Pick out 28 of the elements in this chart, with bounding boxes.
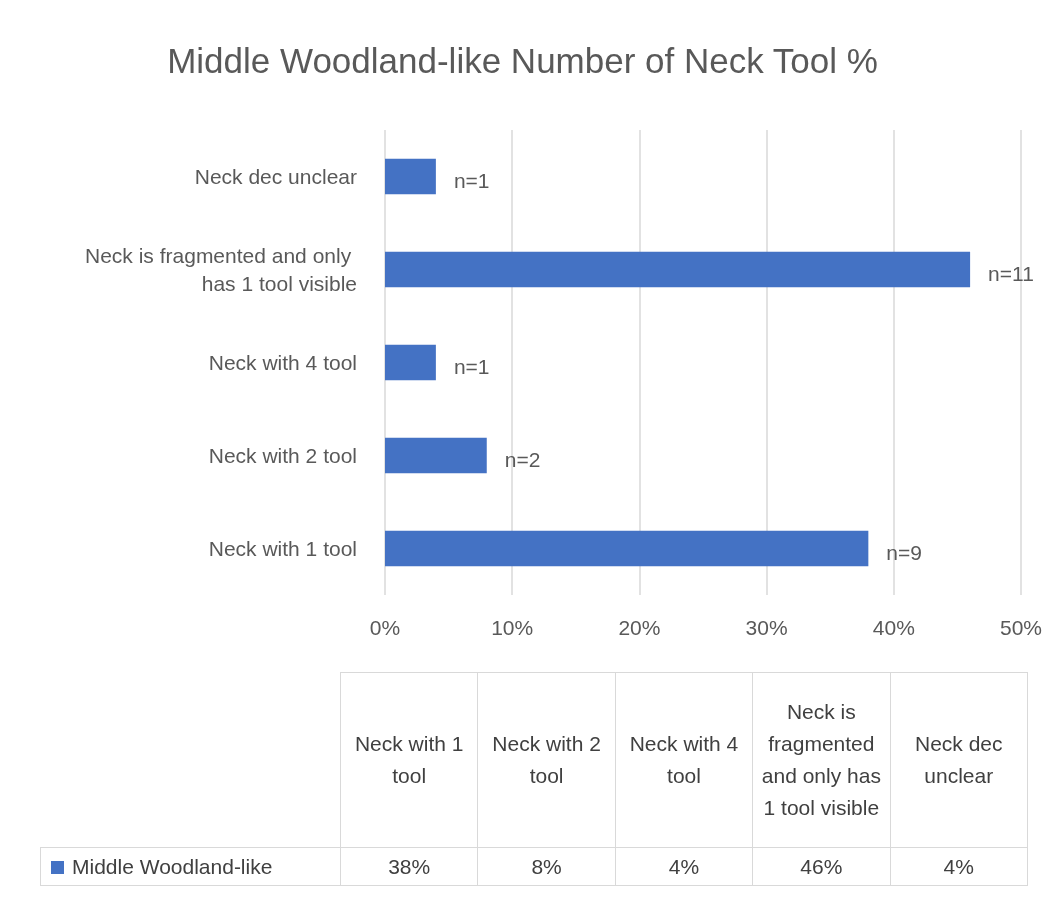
annotation: n=11: [988, 262, 1034, 285]
category-label: Neck with 2 tool: [492, 732, 601, 787]
text: 38%: [340, 847, 478, 886]
x-tick-label: 40%: [872, 616, 915, 639]
x-tick-label: 50%: [999, 616, 1042, 639]
x-tick-label: 0%: [369, 616, 401, 639]
x-tick-label: 30%: [745, 616, 788, 639]
category-label: Neck is fragmented and only has 1 tool visible: [761, 700, 881, 819]
annotation: n=1: [453, 169, 490, 192]
x-tick-label: 20%: [618, 616, 661, 639]
annotation: n=2: [504, 448, 541, 471]
category-label: Neck with 4 tool: [629, 732, 739, 787]
category-label: Neck with 1 tool: [354, 732, 464, 787]
legend-label: Middle Woodland-like: [40, 847, 341, 886]
text: 4%: [890, 847, 1028, 886]
category-label: Neck dec unclear: [915, 732, 1003, 787]
x-tick-label: 10%: [491, 616, 534, 639]
text: 4%: [615, 847, 753, 886]
chart-title: Middle Woodland-like Number of Neck Tool %: [167, 41, 878, 80]
text: 46%: [752, 847, 891, 886]
y-tick-label: Neck dec unclear: [194, 165, 357, 188]
y-tick-label: Neck with 1 tool: [208, 537, 357, 560]
annotation: n=1: [453, 355, 490, 378]
y-tick-label: Neck with 2 tool: [208, 444, 357, 467]
y-tick-label: Neck with 4 tool: [208, 351, 357, 374]
annotation: n=9: [886, 541, 922, 564]
y-tick-label: Neck is fragmented and only has 1 tool visible: [85, 244, 357, 295]
text: 8%: [477, 847, 616, 886]
